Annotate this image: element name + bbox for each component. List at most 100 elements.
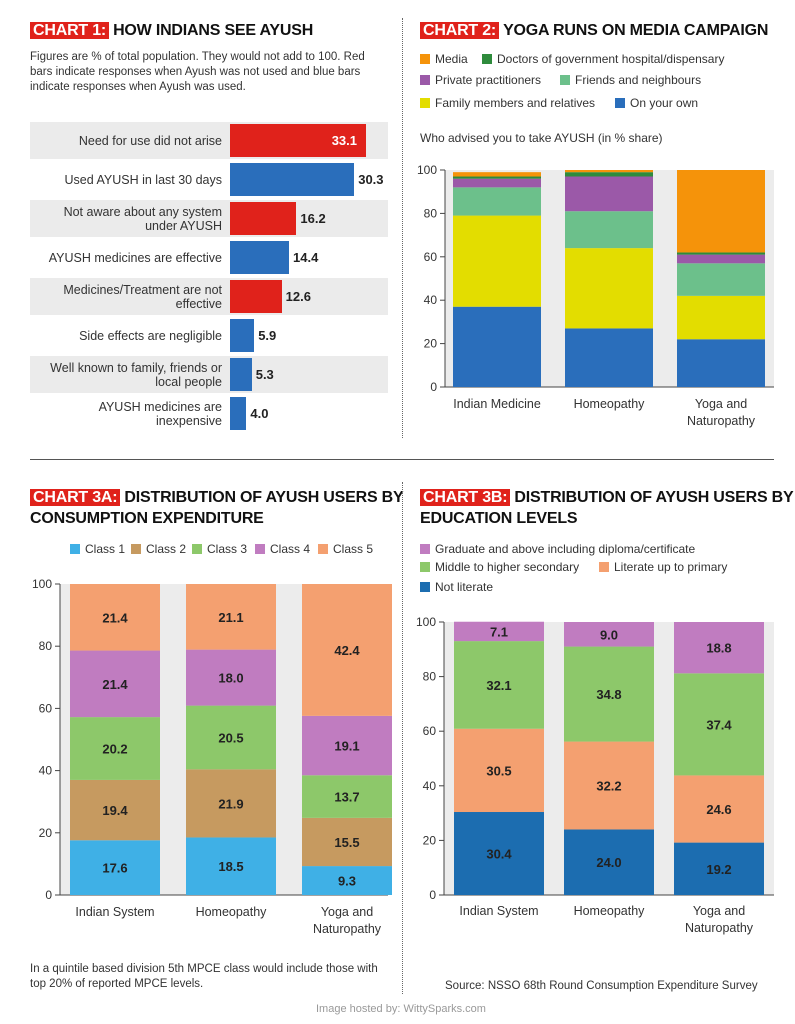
segment-value-label: 32.1 bbox=[486, 678, 511, 693]
y-tick-label: 20 bbox=[423, 833, 437, 847]
segment-value-label: 7.1 bbox=[490, 624, 508, 639]
legend-label: Private practitioners bbox=[435, 73, 542, 87]
legend-swatch bbox=[482, 54, 492, 64]
bar-segment bbox=[186, 837, 276, 895]
legend-item-private: Private practitioners bbox=[420, 73, 541, 87]
x-category-label: Homeopathy bbox=[574, 397, 646, 411]
legend-item-middle: Middle to higher secondary bbox=[420, 560, 579, 574]
bar-segment bbox=[565, 248, 653, 329]
bar-segment bbox=[565, 176, 653, 212]
legend-item-family: Family members and relatives bbox=[420, 96, 595, 110]
legend-label: Literate up to primary bbox=[614, 560, 728, 574]
chart3a-stacked-bar-chart: 0 20 40 60 80 100 17.6 19.4 20.2 21.4 21.4 Indian S… bbox=[32, 577, 392, 936]
bar-category-label: AYUSH medicines are effective bbox=[48, 250, 222, 265]
bar-segment bbox=[70, 650, 160, 718]
chart3a-tag: CHART 3A: bbox=[30, 489, 121, 506]
row-background bbox=[30, 278, 388, 315]
segment-value-label: 18.5 bbox=[218, 859, 243, 874]
segment-value-label: 30.5 bbox=[486, 763, 511, 778]
x-category-label: Indian Medicine bbox=[453, 397, 541, 411]
chart1-note: Figures are % of total population. They … bbox=[30, 51, 365, 93]
bar-segment bbox=[302, 866, 392, 895]
chart2-subtitle: Who advised you to take AYUSH (in % shar… bbox=[420, 131, 663, 145]
segment-value-label: 21.9 bbox=[218, 796, 243, 811]
legend-label: Middle to higher secondary bbox=[435, 560, 580, 574]
bar-segment bbox=[674, 622, 764, 674]
bar-category-label: Used AYUSH in last 30 days bbox=[64, 172, 222, 187]
chart3a-title-line1: DISTRIBUTION OF AYUSH USERS BY bbox=[124, 489, 404, 506]
bar-segment bbox=[674, 842, 764, 895]
segment-value-label: 20.2 bbox=[102, 742, 127, 757]
bar-segment bbox=[454, 812, 544, 895]
segment-value-label: 32.2 bbox=[596, 779, 621, 794]
chart1-title-text: HOW INDIANS SEE AYUSH bbox=[113, 22, 314, 39]
bar-category-label: Well known to family, friends or local p… bbox=[50, 360, 222, 389]
y-tick-label: 80 bbox=[39, 639, 53, 653]
legend-item-friends: Friends and neighbours bbox=[560, 73, 701, 87]
segment-value-label: 9.0 bbox=[600, 627, 618, 642]
bar-segment bbox=[454, 621, 544, 642]
bar-value-label: 14.4 bbox=[293, 250, 319, 265]
y-tick-label: 100 bbox=[416, 615, 436, 629]
bar-segment bbox=[454, 641, 544, 729]
legend-swatch bbox=[70, 544, 80, 554]
bar-segment bbox=[677, 263, 765, 296]
bar bbox=[230, 241, 290, 274]
bar-segment bbox=[564, 622, 654, 647]
legend-label: Class 5 bbox=[333, 542, 374, 556]
x-category-label: Homeopathy bbox=[196, 905, 268, 919]
legend-swatch bbox=[255, 544, 265, 554]
legend-swatch bbox=[192, 544, 202, 554]
y-tick-label: 100 bbox=[417, 163, 437, 177]
legend-label: Graduate and above including diploma/cer… bbox=[435, 542, 696, 556]
legend-label: Class 3 bbox=[207, 542, 248, 556]
bar bbox=[230, 124, 366, 157]
bar bbox=[230, 202, 297, 235]
y-tick-label: 40 bbox=[424, 293, 438, 307]
chart2-tag: CHART 2: bbox=[420, 22, 500, 39]
legend-swatch bbox=[599, 562, 609, 572]
bar-value-label: 30.3 bbox=[358, 172, 384, 187]
legend-swatch bbox=[420, 544, 430, 554]
chart3b-source: Source: NSSO 68th Round Consumption Expe… bbox=[445, 980, 758, 992]
segment-value-label: 19.2 bbox=[706, 862, 731, 877]
bar-value-label: 4.0 bbox=[250, 406, 269, 421]
bar-segment bbox=[186, 584, 276, 650]
chart3b-stacked-bar-chart: 0 20 40 60 80 100 30.4 30.5 32.1 7.1 Indian System… bbox=[416, 615, 774, 935]
vertical-divider-bottom bbox=[402, 482, 403, 994]
x-category-label: Yoga and bbox=[321, 905, 373, 919]
chart1-title: CHART 1: HOW INDIANS SEE AYUSH bbox=[30, 20, 313, 41]
image-credit: Image hosted by: WittySparks.com bbox=[316, 1003, 486, 1015]
legend-item-class2: Class 2 bbox=[131, 542, 186, 556]
legend-label: Class 2 bbox=[146, 542, 187, 556]
bar-segment bbox=[453, 176, 541, 179]
chart3b-title-line1: DISTRIBUTION OF AYUSH USERS BY bbox=[514, 489, 794, 506]
legend-swatch bbox=[615, 98, 625, 108]
y-tick-label: 60 bbox=[423, 724, 437, 738]
segment-value-label: 18.8 bbox=[706, 641, 731, 656]
y-tick-label: 100 bbox=[32, 577, 52, 591]
chart3b-tag: CHART 3B: bbox=[420, 489, 511, 506]
legend-label: Class 4 bbox=[270, 542, 311, 556]
bar-segment bbox=[564, 646, 654, 742]
bar-segment bbox=[453, 306, 541, 387]
legend-swatch bbox=[420, 562, 430, 572]
bar-segment bbox=[677, 170, 765, 253]
bar-segment bbox=[70, 840, 160, 895]
x-category-label: Naturopathy bbox=[313, 922, 382, 936]
chart2-title: CHART 2: YOGA RUNS ON MEDIA CAMPAIGN bbox=[420, 20, 768, 41]
row-background bbox=[30, 200, 388, 237]
bar-segment bbox=[186, 649, 276, 706]
bar-value-label: 12.6 bbox=[285, 289, 311, 304]
segment-value-label: 21.4 bbox=[102, 677, 128, 692]
legend-label: On your own bbox=[630, 96, 699, 110]
chart3b-title-line2: EDUCATION LEVELS bbox=[420, 510, 578, 527]
x-category-label: Yoga and bbox=[695, 397, 747, 411]
legend-swatch bbox=[420, 98, 430, 108]
legend-swatch bbox=[420, 75, 430, 85]
vertical-divider-top bbox=[402, 18, 403, 438]
legend-item-class5: Class 5 bbox=[318, 542, 373, 556]
bar-category-label: Need for use did not arise bbox=[78, 133, 222, 148]
legend-item-class3: Class 3 bbox=[192, 542, 247, 556]
bar-segment bbox=[302, 775, 392, 818]
